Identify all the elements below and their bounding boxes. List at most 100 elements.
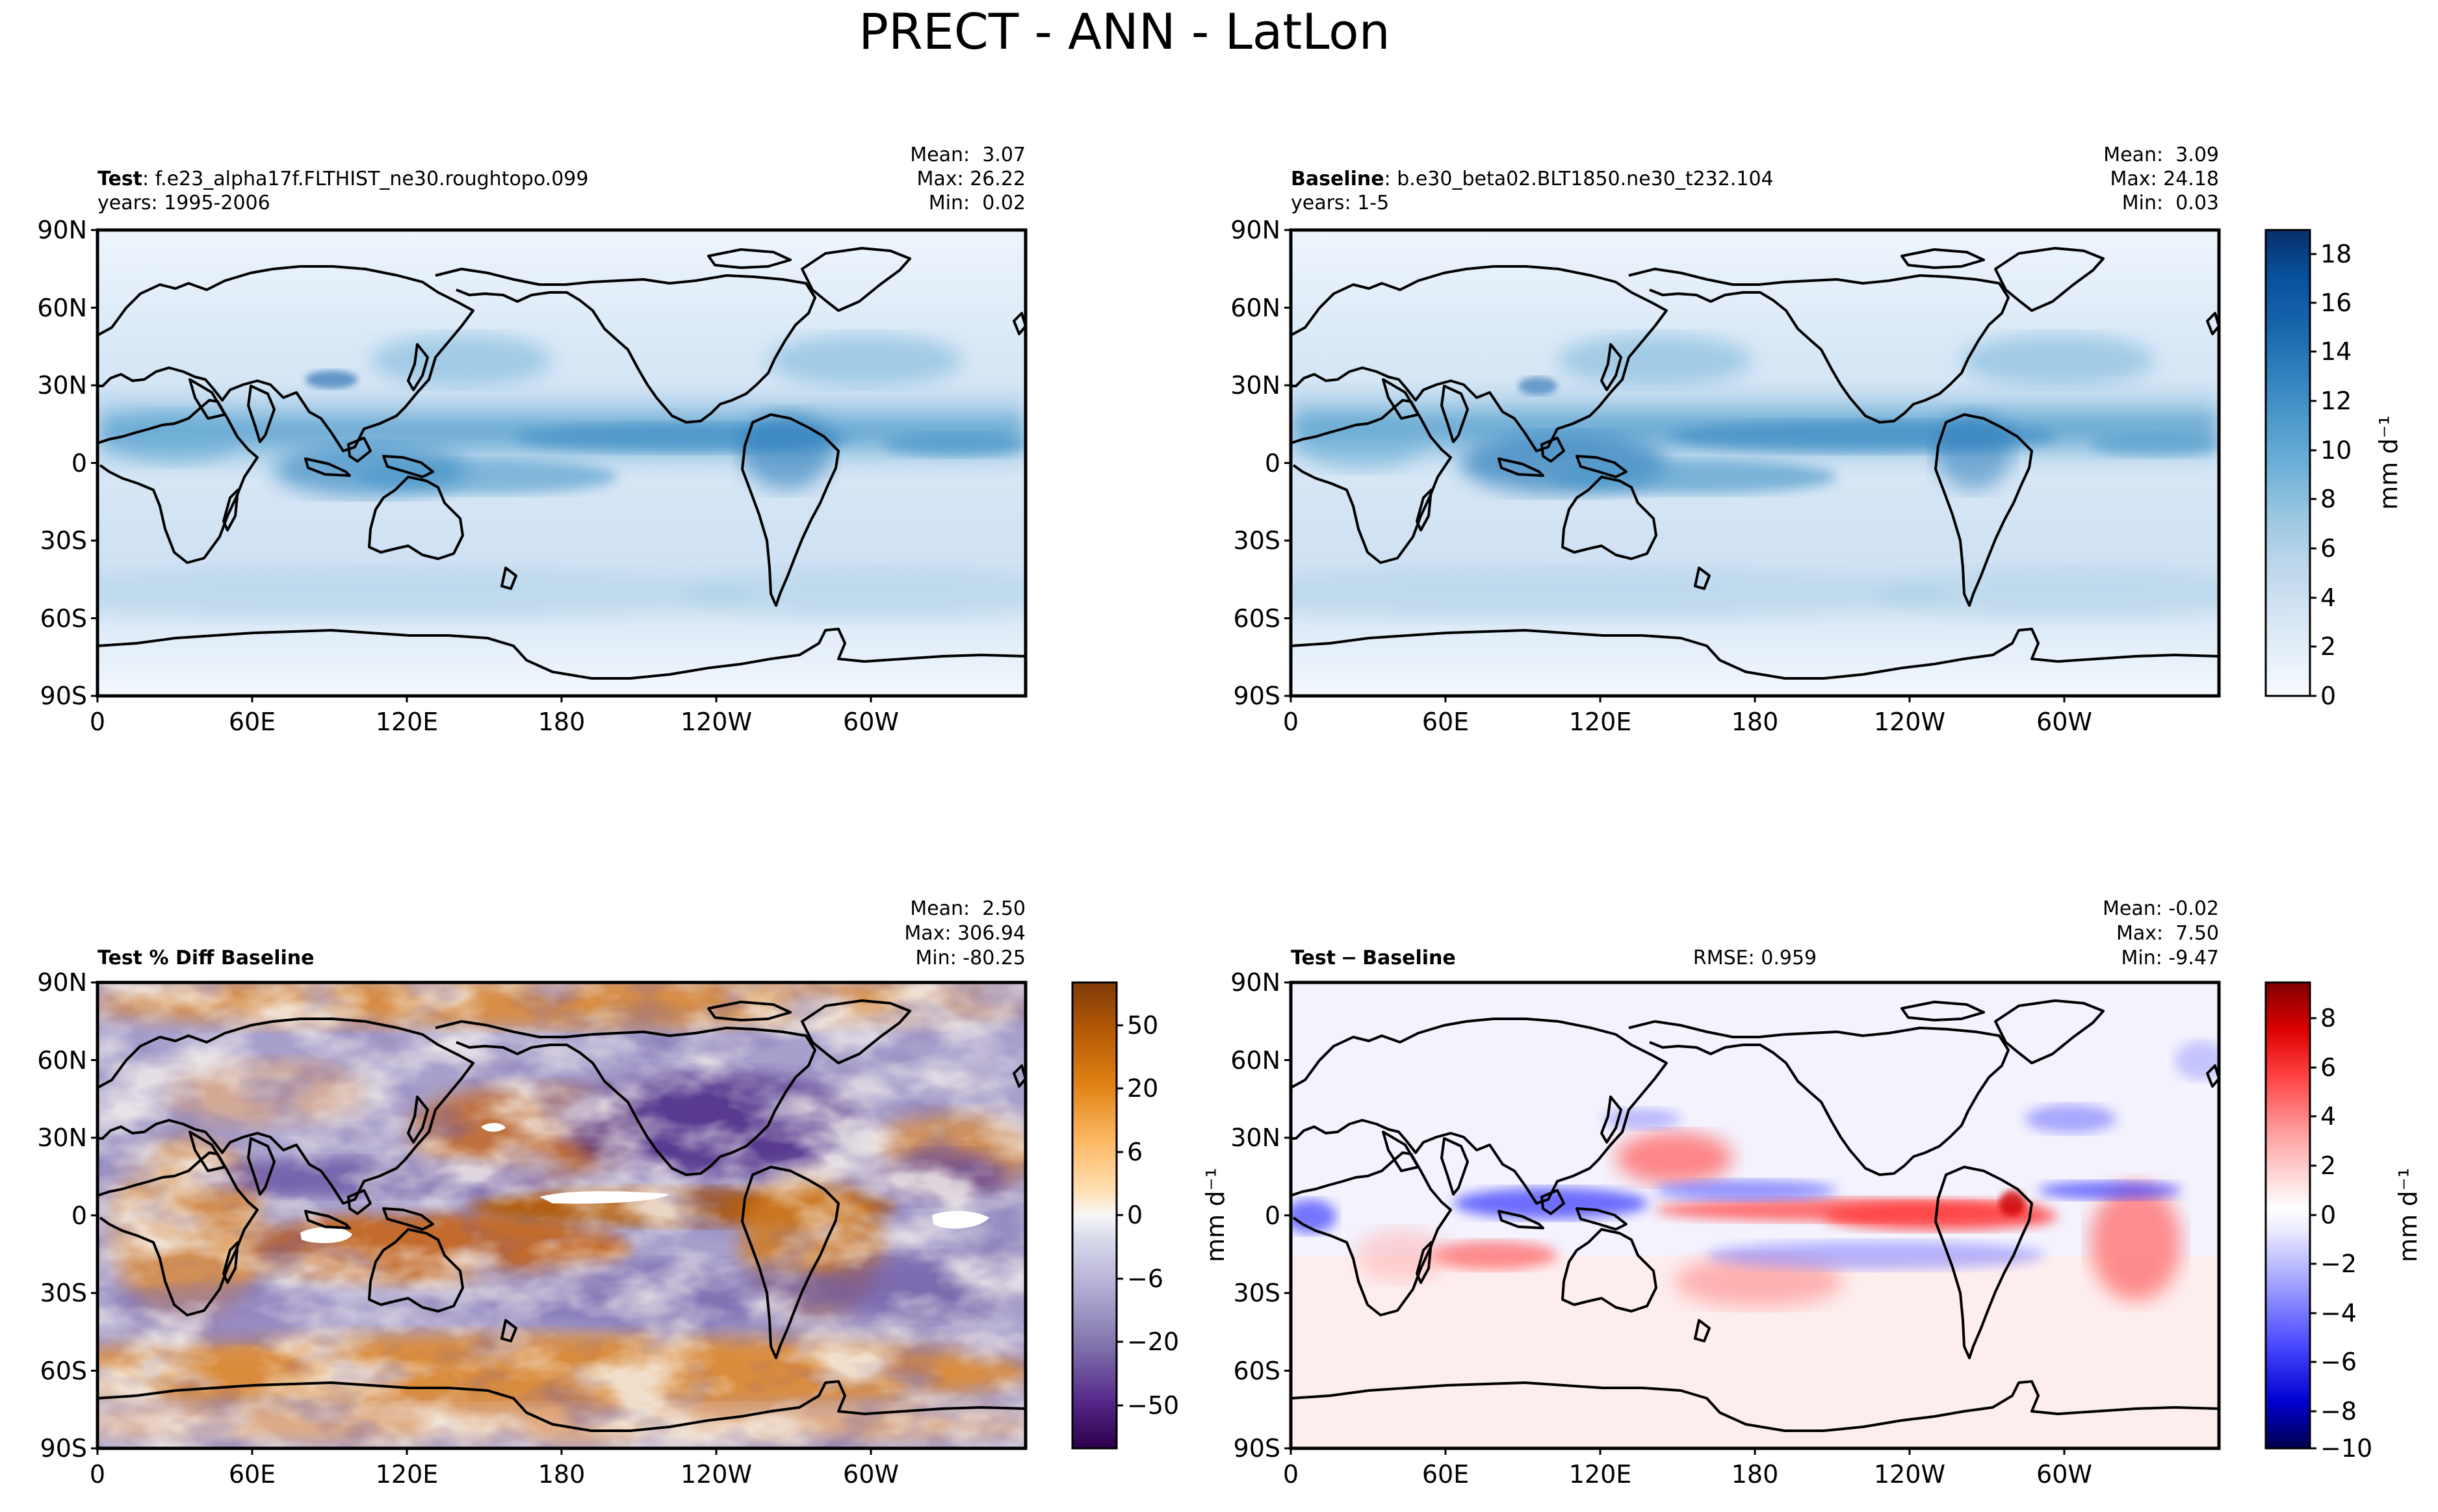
test-stats: Mean: 3.07 Max: 26.22 Min: 0.02	[910, 144, 1026, 214]
stat-min: Min: 0.03	[2122, 192, 2219, 214]
lon-tick-label: 120W	[681, 708, 752, 736]
test-map-field	[97, 230, 1026, 696]
stat-max: Max: 306.94	[904, 922, 1026, 945]
lat-tick-label: 90N	[1230, 968, 1280, 997]
lon-tick-label: 120E	[1569, 1460, 1632, 1489]
diff-colorbar: 8 6 4 2 0 −2 −4 −6 −8 −10 mm d⁻¹	[2264, 981, 2422, 1463]
lat-tick-label: 60N	[37, 1046, 87, 1075]
colorbar-tick-label: 12	[2320, 387, 2352, 415]
precip-colorbar-label: mm d⁻¹	[2374, 415, 2403, 510]
lat-tick-label: 60S	[1234, 1357, 1280, 1385]
panel-test	[96, 228, 1028, 698]
lat-tick-label: 60S	[1234, 604, 1280, 633]
stat-min: Min: -80.25	[915, 947, 1026, 969]
test-lon-axis: 0 60E 120E 180 120W 60W	[90, 696, 899, 736]
lon-tick-label: 60E	[1422, 1460, 1469, 1489]
colorbar-tick-label: 0	[2320, 682, 2336, 710]
lat-tick-label: 90S	[40, 682, 87, 710]
pctdiff-lon-axis: 0 60E 120E 180 120W 60W	[90, 1448, 899, 1489]
colorbar-tick-label: −6	[1127, 1264, 1163, 1293]
colorbar-tick-label: 4	[2320, 583, 2336, 612]
lon-tick-label: 60E	[229, 1460, 276, 1489]
panel-pctdiff	[96, 980, 1028, 1450]
lat-tick-label: 30S	[1234, 1279, 1280, 1307]
precip-colorbar-gradient	[2264, 229, 2311, 697]
lon-tick-label: 180	[538, 1460, 586, 1489]
lat-tick-label: 0	[71, 1201, 87, 1230]
lat-tick-label: 30S	[40, 526, 87, 555]
colorbar-tick-label: 10	[2320, 436, 2352, 465]
lon-tick-label: 180	[1731, 1460, 1779, 1489]
lon-tick-label: 0	[90, 708, 105, 736]
stat-mean: Mean: -0.02	[2103, 897, 2219, 920]
colorbar-tick-label: −8	[2320, 1397, 2357, 1426]
colorbar-tick-label: −4	[2320, 1299, 2357, 1327]
lon-tick-label: 60W	[2036, 1460, 2092, 1489]
diff-panel-title: Test − Baseline	[1291, 947, 1456, 969]
lat-tick-label: 60N	[1230, 294, 1280, 322]
lat-tick-label: 60N	[37, 294, 87, 322]
stat-mean: Mean: 3.09	[2103, 144, 2219, 166]
colorbar-tick-label: 4	[2320, 1102, 2336, 1131]
baseline-stats: Mean: 3.09 Max: 24.18 Min: 0.03	[2103, 144, 2219, 214]
colorbar-tick-label: −20	[1127, 1327, 1179, 1356]
pctdiff-lat-axis: 90N 60N 30N 0 30S 60S 90S	[37, 968, 97, 1463]
colorbar-tick-label: 6	[1127, 1138, 1143, 1166]
lon-tick-label: 60W	[843, 1460, 899, 1489]
baseline-lon-axis: 0 60E 120E 180 120W 60W	[1283, 696, 2092, 736]
stat-min: Min: -9.47	[2121, 947, 2220, 969]
stat-max: Max: 26.22	[916, 168, 1026, 190]
stat-max: Max: 24.18	[2110, 168, 2219, 190]
diff-ylabel: mm d⁻¹	[1201, 1168, 1230, 1262]
lat-tick-label: 60N	[1230, 1046, 1280, 1075]
colorbar-tick-label: 8	[2320, 1004, 2336, 1032]
colorbar-tick-label: 8	[2320, 485, 2336, 513]
pctdiff-panel-title: Test % Diff Baseline	[97, 947, 315, 969]
figure-suptitle: PRECT - ANN - LatLon	[859, 3, 1390, 60]
lat-tick-label: 90N	[37, 216, 87, 244]
test-panel-title: Test: f.e23_alpha17f.FLTHIST_ne30.rought…	[97, 168, 588, 190]
lon-tick-label: 60W	[2036, 708, 2092, 736]
colorbar-tick-label: −50	[1127, 1391, 1179, 1420]
lat-tick-label: 90S	[40, 1434, 87, 1463]
colorbar-tick-label: 16	[2320, 288, 2352, 317]
lat-tick-label: 90N	[1230, 216, 1280, 244]
test-lat-axis: 90N 60N 30N 0 30S 60S 90S	[37, 216, 97, 710]
diff-colorbar-gradient	[2264, 981, 2311, 1450]
colorbar-tick-label: 2	[2320, 1151, 2336, 1180]
baseline-map-field	[1291, 230, 2219, 696]
lon-tick-label: 0	[1283, 708, 1299, 736]
colorbar-tick-label: 0	[2320, 1201, 2336, 1229]
colorbar-tick-label: 18	[2320, 240, 2352, 268]
pctdiff-map-field	[97, 982, 1026, 1448]
diff-map-field	[1291, 982, 2219, 1448]
pct-colorbar-gradient	[1071, 981, 1118, 1450]
lon-tick-label: 60W	[843, 708, 899, 736]
stat-mean: Mean: 2.50	[910, 897, 1026, 920]
stat-mean: Mean: 3.07	[910, 144, 1026, 166]
lon-tick-label: 60E	[1422, 708, 1469, 736]
diff-lat-axis: 90N 60N 30N 0 30S 60S 90S	[1230, 968, 1291, 1463]
precip-colorbar: 18 16 14 12 10 8 6 4 2 0 mm d⁻¹	[2264, 229, 2403, 710]
stat-max: Max: 7.50	[2116, 922, 2219, 945]
colorbar-tick-label: 2	[2320, 632, 2336, 661]
diff-colorbar-label: mm d⁻¹	[2394, 1168, 2422, 1262]
stat-min: Min: 0.02	[929, 192, 1026, 214]
lon-tick-label: 120E	[376, 1460, 439, 1489]
lon-tick-label: 60E	[229, 708, 276, 736]
lon-tick-label: 0	[90, 1460, 105, 1489]
lon-tick-label: 120W	[681, 1460, 752, 1489]
diff-stats: Mean: -0.02 Max: 7.50 Min: -9.47	[2103, 897, 2219, 969]
panel-diff	[1289, 980, 2221, 1450]
panel-baseline	[1289, 228, 2221, 698]
colorbar-tick-label: 6	[2320, 534, 2336, 563]
lon-tick-label: 120E	[376, 708, 439, 736]
pctdiff-stats: Mean: 2.50 Max: 306.94 Min: -80.25	[904, 897, 1026, 969]
colorbar-tick-label: 6	[2320, 1053, 2336, 1082]
test-years: years: 1995-2006	[97, 192, 270, 214]
lon-tick-label: 120W	[1874, 1460, 1945, 1489]
lat-tick-label: 60S	[40, 1357, 87, 1385]
colorbar-tick-label: 14	[2320, 337, 2352, 366]
lat-tick-label: 90S	[1234, 1434, 1280, 1463]
